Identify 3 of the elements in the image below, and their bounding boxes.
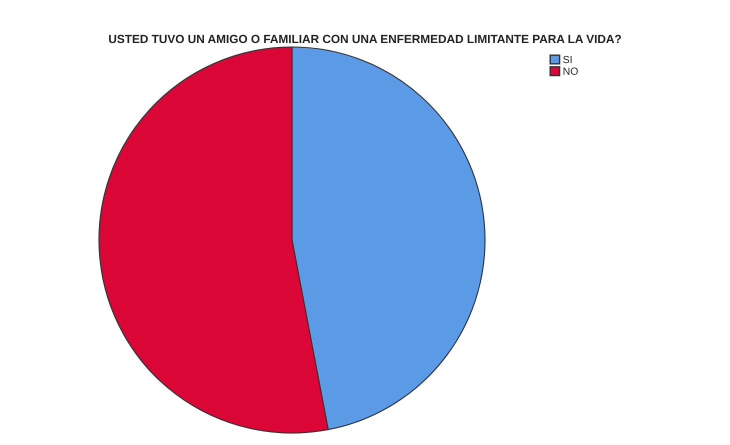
chart-title: USTED TUVO UN AMIGO O FAMILIAR CON UNA ENFERMEDAD LIMITANTE PARA LA VIDA? (109, 34, 621, 44)
legend-label: NO (564, 67, 578, 75)
legend-label: SI (563, 56, 572, 64)
